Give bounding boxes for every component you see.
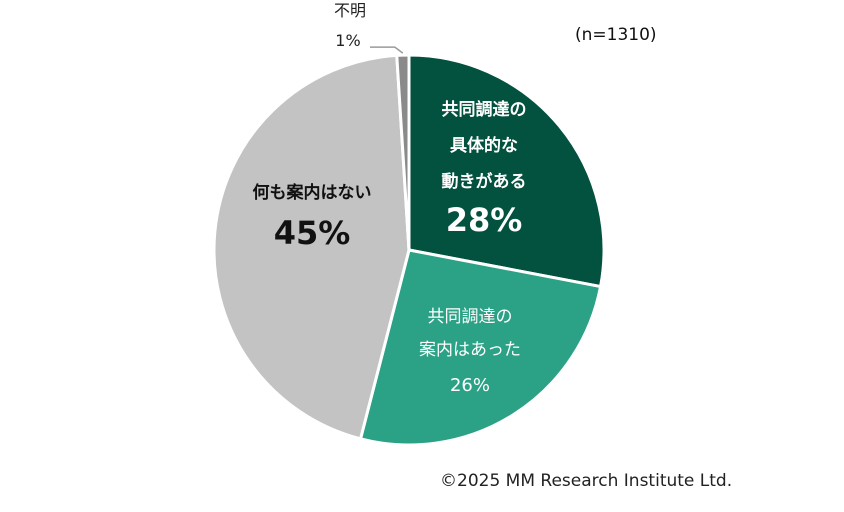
slice-value-3: 1% [335,31,360,50]
leader-line-3 [370,46,404,54]
sample-size-label: (n=1310) [575,25,657,45]
slice-label-3-line-0: 不明 [334,1,366,20]
slice-label-2: 何も案内はない 45% [253,182,372,252]
slice-label-0-line-2: 動きがある [442,171,527,192]
copyright-notice: ©2025 MM Research Institute Ltd. [440,471,733,491]
pie-slice-2 [212,53,411,441]
slice-value-1: 26% [450,375,490,396]
slice-value-2: 45% [274,214,351,252]
slice-value-0: 28% [446,201,523,239]
slice-label-2-line-0: 何も案内はない [253,182,372,203]
slice-label-1-line-1: 案内はあった [419,340,521,360]
pie-slice-0 [407,53,606,289]
slice-label-0-line-1: 具体的な [449,135,518,156]
slice-label-0-line-0: 共同調達の [442,99,527,120]
slice-label-1-line-0: 共同調達の [428,307,513,327]
pie-slice-3 [395,53,411,251]
pie-slice-1 [358,248,603,447]
slice-label-3: 不明 1% [334,1,366,50]
